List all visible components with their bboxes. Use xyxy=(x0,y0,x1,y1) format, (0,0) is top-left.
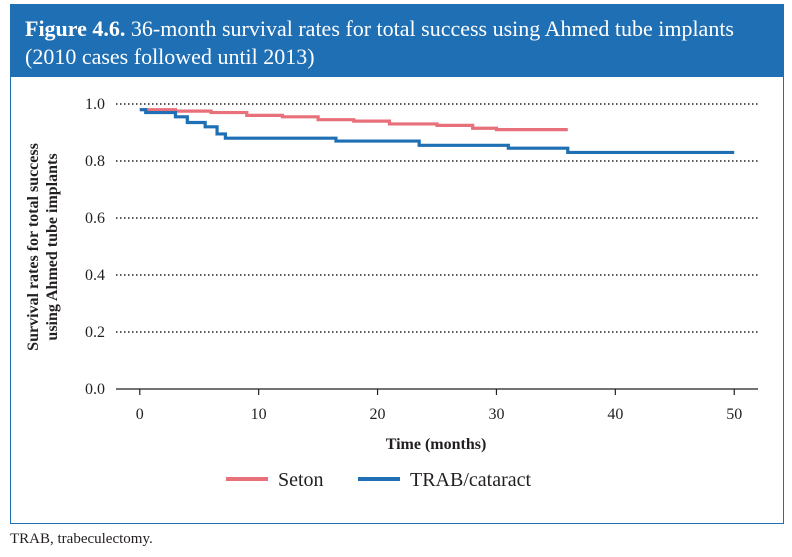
x-tick-label: 0 xyxy=(136,406,144,423)
x-tick-label: 50 xyxy=(726,406,742,423)
y-tick-label: 0.0 xyxy=(85,381,105,398)
x-axis-label: Time (months) xyxy=(386,436,487,453)
grid-layer xyxy=(116,103,758,333)
y-tick-label: 0.8 xyxy=(85,153,105,170)
legend: Seton TRAB/cataract xyxy=(226,469,531,491)
legend-label-trab-cataract: TRAB/cataract xyxy=(410,469,531,491)
figure-label: Figure 4.6. xyxy=(25,16,126,41)
y-tick-label: 1.0 xyxy=(85,96,105,113)
x-tick-label: 40 xyxy=(607,406,623,423)
legend-label-seton: Seton xyxy=(278,469,324,491)
figure-header: Figure 4.6. 36-month survival rates for … xyxy=(11,5,783,77)
y-axis-label-line-1: Survival rates for total success xyxy=(25,143,42,351)
figure-title: 36-month survival rates for total succes… xyxy=(25,16,734,69)
series-line-seton xyxy=(139,108,568,132)
series-layer xyxy=(139,108,735,155)
x-tick-label: 10 xyxy=(251,406,267,423)
axis-layer: 0.0 0.2 0.4 0.6 0.8 1.0 0 10 20 30 40 50 xyxy=(85,96,758,423)
x-tick-label: 30 xyxy=(488,406,504,423)
y-tick-label: 0.6 xyxy=(85,210,105,227)
y-axis-label-line-2: using Ahmed tube implants xyxy=(44,153,61,340)
x-tick-label: 20 xyxy=(370,406,386,423)
footnote: TRAB, trabeculectomy. xyxy=(10,531,153,547)
figure-frame: Figure 4.6. 36-month survival rates for … xyxy=(10,4,784,524)
y-tick-label: 0.2 xyxy=(85,324,105,341)
series-line-trab-cataract xyxy=(139,108,735,155)
y-tick-label: 0.4 xyxy=(85,267,105,284)
